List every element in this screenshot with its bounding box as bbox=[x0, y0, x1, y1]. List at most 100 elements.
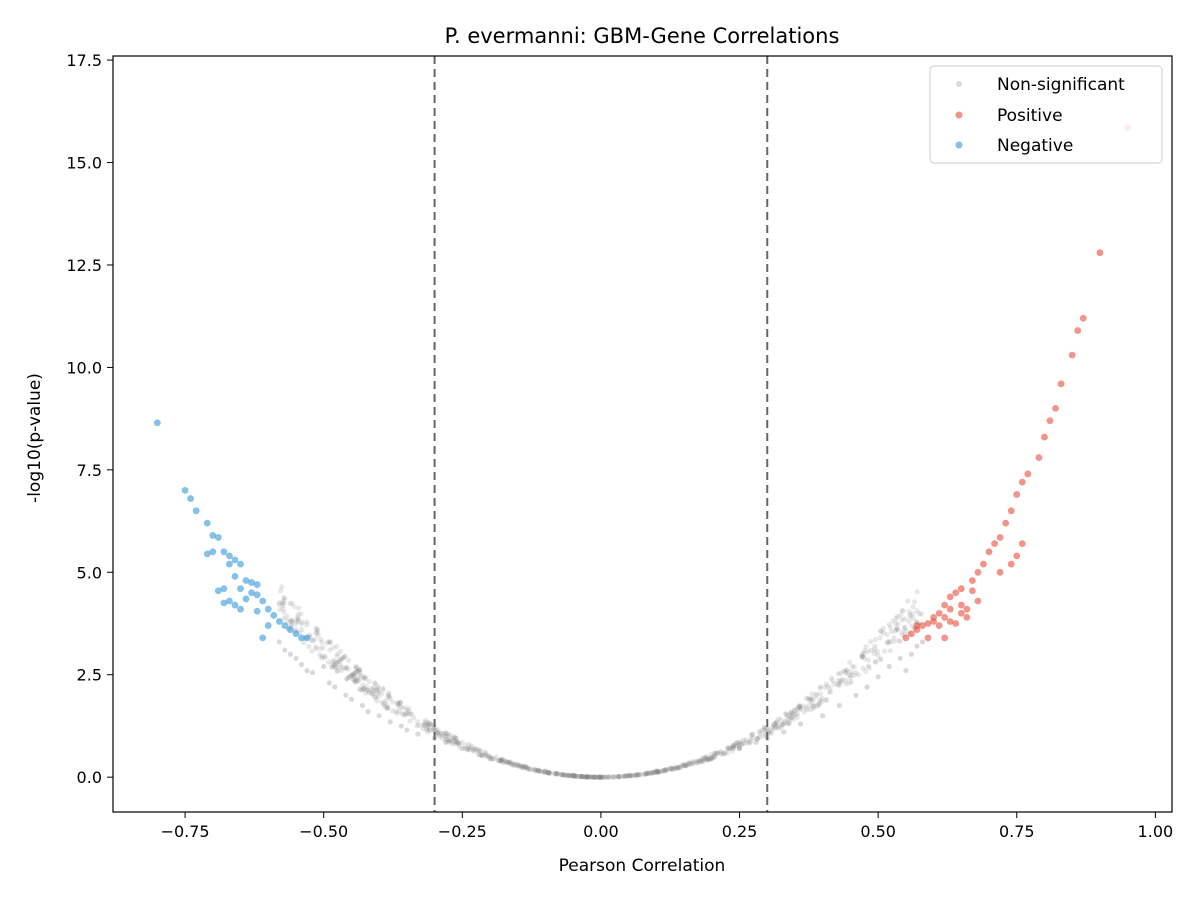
nonsig-point bbox=[712, 750, 718, 756]
nonsig-point bbox=[404, 706, 410, 713]
nonsig-point bbox=[360, 682, 366, 688]
nonsig-point bbox=[898, 612, 904, 618]
nonsig-point bbox=[361, 686, 367, 692]
nonsig-point bbox=[894, 613, 900, 620]
nonsig-point bbox=[299, 626, 305, 633]
nonsig-point bbox=[470, 746, 476, 753]
nonsig-point bbox=[467, 744, 474, 751]
nonsig-point bbox=[281, 597, 287, 604]
nonsig-point bbox=[335, 659, 341, 665]
nonsig-point bbox=[907, 613, 913, 620]
positive-point bbox=[985, 548, 993, 556]
nonsig-point bbox=[779, 722, 785, 728]
nonsig-point bbox=[770, 722, 776, 728]
nonsig-point bbox=[884, 631, 890, 638]
nonsig-point bbox=[595, 774, 601, 780]
nonsig-point bbox=[361, 685, 367, 691]
nonsig-point bbox=[645, 770, 651, 776]
nonsig-point bbox=[663, 767, 669, 774]
positive-point bbox=[908, 630, 915, 638]
nonsig-point bbox=[281, 615, 287, 622]
nonsig-point bbox=[355, 668, 361, 674]
nonsig-point bbox=[512, 762, 518, 769]
nonsig-point bbox=[314, 626, 320, 633]
nonsig-point bbox=[387, 719, 393, 725]
negative-point bbox=[253, 591, 261, 599]
nonsig-point bbox=[782, 719, 788, 725]
negative-point bbox=[187, 495, 195, 502]
nonsig-point bbox=[326, 680, 332, 686]
nonsig-point bbox=[711, 754, 718, 760]
nonsig-point bbox=[294, 614, 300, 621]
nonsig-point bbox=[653, 768, 659, 774]
positive-point bbox=[946, 618, 954, 625]
nonsig-point bbox=[655, 769, 661, 775]
nonsig-point bbox=[375, 690, 381, 696]
positive-point bbox=[1018, 540, 1026, 548]
nonsig-point bbox=[900, 608, 906, 614]
nonsig-point bbox=[861, 650, 867, 657]
nonsig-point bbox=[332, 684, 338, 690]
nonsig-point bbox=[634, 772, 640, 778]
nonsig-point bbox=[340, 655, 346, 661]
positive-point bbox=[941, 601, 949, 609]
nonsig-point bbox=[445, 731, 451, 737]
nonsig-point bbox=[454, 738, 460, 745]
nonsig-point bbox=[880, 625, 886, 632]
nonsig-point bbox=[554, 771, 560, 777]
nonsig-point bbox=[591, 774, 597, 780]
nonsig-point bbox=[490, 756, 496, 762]
nonsig-point bbox=[353, 665, 359, 671]
nonsig-point bbox=[597, 774, 604, 780]
nonsig-point bbox=[726, 746, 732, 752]
nonsig-point bbox=[369, 691, 375, 697]
positive-point bbox=[957, 585, 965, 593]
nonsig-point bbox=[385, 705, 391, 711]
nonsig-point bbox=[749, 731, 755, 738]
nonsig-point bbox=[820, 713, 826, 719]
nonsig-point bbox=[397, 700, 403, 706]
nonsig-point bbox=[610, 774, 617, 780]
nonsig-point bbox=[794, 706, 800, 712]
nonsig-point bbox=[753, 739, 759, 745]
nonsig-point bbox=[313, 646, 319, 652]
nonsig-point bbox=[599, 774, 605, 780]
nonsig-point bbox=[338, 667, 345, 674]
nonsig-point bbox=[554, 771, 561, 777]
nonsig-point bbox=[775, 725, 781, 731]
nonsig-point bbox=[386, 690, 392, 696]
nonsig-point bbox=[424, 726, 430, 732]
legend-label-negative: Negative bbox=[997, 136, 1073, 156]
nonsig-point bbox=[622, 773, 628, 779]
nonsig-point bbox=[672, 766, 678, 772]
nonsig-point bbox=[379, 691, 385, 697]
nonsig-point bbox=[784, 712, 791, 719]
nonsig-point bbox=[829, 677, 835, 684]
nonsig-point bbox=[312, 636, 318, 642]
nonsig-point bbox=[649, 770, 655, 776]
nonsig-point bbox=[536, 768, 542, 774]
nonsig-point bbox=[907, 612, 913, 618]
nonsig-point bbox=[398, 723, 404, 729]
nonsig-point bbox=[677, 764, 683, 770]
nonsig-point bbox=[584, 774, 590, 780]
nonsig-point bbox=[742, 740, 749, 746]
nonsig-point bbox=[626, 772, 632, 778]
positive-point bbox=[930, 618, 937, 625]
nonsig-point bbox=[440, 735, 446, 742]
nonsig-point bbox=[544, 769, 550, 775]
nonsig-point bbox=[893, 615, 899, 622]
positive-point bbox=[946, 605, 954, 613]
nonsig-point bbox=[911, 599, 918, 605]
nonsig-point bbox=[823, 697, 829, 703]
nonsig-point bbox=[411, 715, 417, 721]
nonsig-point bbox=[362, 676, 369, 682]
nonsig-point bbox=[662, 767, 668, 774]
nonsig-point bbox=[865, 648, 871, 655]
nonsig-point bbox=[722, 750, 728, 756]
nonsig-point bbox=[694, 759, 700, 765]
nonsig-point bbox=[567, 772, 573, 779]
y-tick-label: 7.5 bbox=[77, 461, 102, 480]
nonsig-point bbox=[783, 711, 789, 717]
nonsig-point bbox=[786, 720, 793, 726]
